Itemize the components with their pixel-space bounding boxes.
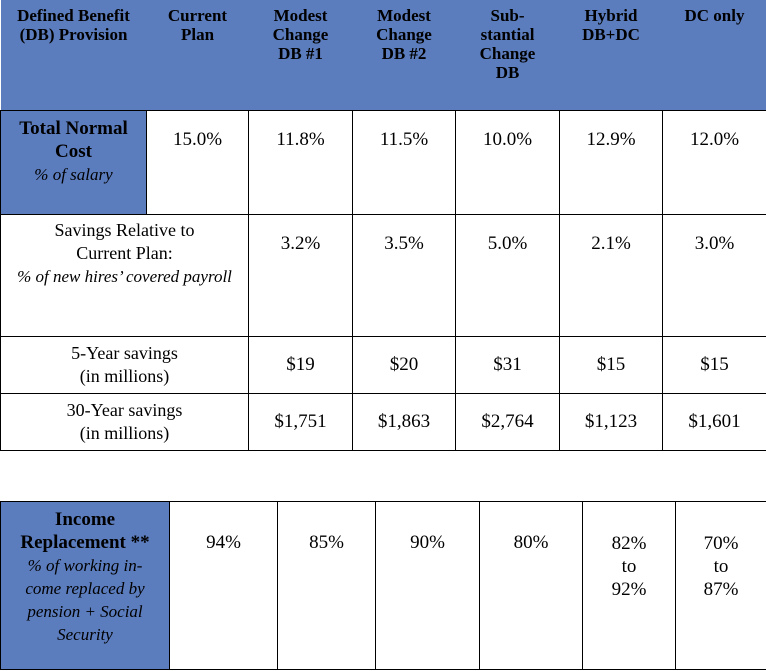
- thirty-year-value: $1,123: [559, 392, 663, 451]
- savings-relative-label-cell: Savings Relative to Current Plan: % of n…: [0, 213, 249, 337]
- thirty-year-sublabel: (in millions): [79, 422, 170, 443]
- normal-cost-value: 11.5%: [352, 109, 456, 215]
- header-row: Defined Benefit (DB) Provision Current P…: [0, 0, 766, 110]
- five-year-sublabel: (in millions): [79, 365, 170, 386]
- income-value: 85%: [277, 501, 376, 670]
- header-provision: Defined Benefit (DB) Provision: [0, 0, 147, 110]
- main-table: Defined Benefit (DB) Provision Current P…: [0, 0, 766, 451]
- income-sublabel: % of working in-come replaced by pension…: [25, 556, 145, 644]
- five-year-label-cell: 5-Year savings (in millions): [0, 335, 249, 394]
- thirty-year-value: $1,601: [662, 392, 766, 451]
- header-modest-db2: Modest Change DB #2: [352, 0, 456, 110]
- savings-relative-row: Savings Relative to Current Plan: % of n…: [0, 213, 766, 337]
- income-value: 80%: [479, 501, 583, 670]
- income-label: Income Replacement **: [20, 509, 150, 553]
- savings-relative-sublabel: % of new hires’ covered payroll: [17, 266, 232, 286]
- savings-relative-value: 3.5%: [352, 213, 456, 337]
- savings-relative-value: 3.0%: [662, 213, 766, 337]
- normal-cost-label-cell: Total Normal Cost % of salary: [0, 109, 147, 215]
- income-value: 82% to 92%: [582, 501, 676, 670]
- income-label-cell: Income Replacement ** % of working in-co…: [0, 501, 170, 670]
- normal-cost-value: 12.9%: [559, 109, 663, 215]
- normal-cost-sublabel: % of salary: [34, 164, 113, 184]
- income-row: Income Replacement ** % of working in-co…: [0, 501, 766, 670]
- five-year-value: $15: [559, 335, 663, 394]
- header-substantial-db: Sub-stantial Change DB: [455, 0, 560, 110]
- five-year-value: $19: [248, 335, 353, 394]
- thirty-year-value: $1,863: [352, 392, 456, 451]
- savings-relative-value: 2.1%: [559, 213, 663, 337]
- savings-relative-value: 5.0%: [455, 213, 560, 337]
- thirty-year-value: $1,751: [248, 392, 353, 451]
- thirty-year-label: 30-Year savings: [66, 399, 183, 420]
- thirty-year-row: 30-Year savings (in millions) $1,751 $1,…: [0, 392, 766, 451]
- income-value: 94%: [169, 501, 278, 670]
- header-current-plan: Current Plan: [146, 0, 249, 110]
- normal-cost-row: Total Normal Cost % of salary 15.0% 11.8…: [0, 109, 766, 215]
- five-year-label: 5-Year savings: [71, 342, 178, 363]
- five-year-value: $15: [662, 335, 766, 394]
- savings-relative-label: Savings Relative to Current Plan:: [54, 219, 195, 263]
- header-dc-only: DC only: [662, 0, 766, 110]
- normal-cost-value: 10.0%: [455, 109, 560, 215]
- normal-cost-value: 15.0%: [146, 109, 249, 215]
- thirty-year-label-cell: 30-Year savings (in millions): [0, 392, 249, 451]
- five-year-value: $20: [352, 335, 456, 394]
- normal-cost-label: Total Normal Cost: [19, 117, 128, 162]
- five-year-value: $31: [455, 335, 560, 394]
- normal-cost-value: 11.8%: [248, 109, 353, 215]
- income-table: Income Replacement ** % of working in-co…: [0, 501, 766, 670]
- five-year-row: 5-Year savings (in millions) $19 $20 $31…: [0, 335, 766, 394]
- header-hybrid: Hybrid DB+DC: [559, 0, 663, 110]
- header-modest-db1: Modest Change DB #1: [248, 0, 353, 110]
- normal-cost-value: 12.0%: [662, 109, 766, 215]
- savings-relative-value: 3.2%: [248, 213, 353, 337]
- income-value: 70% to 87%: [675, 501, 766, 670]
- income-value: 90%: [375, 501, 480, 670]
- thirty-year-value: $2,764: [455, 392, 560, 451]
